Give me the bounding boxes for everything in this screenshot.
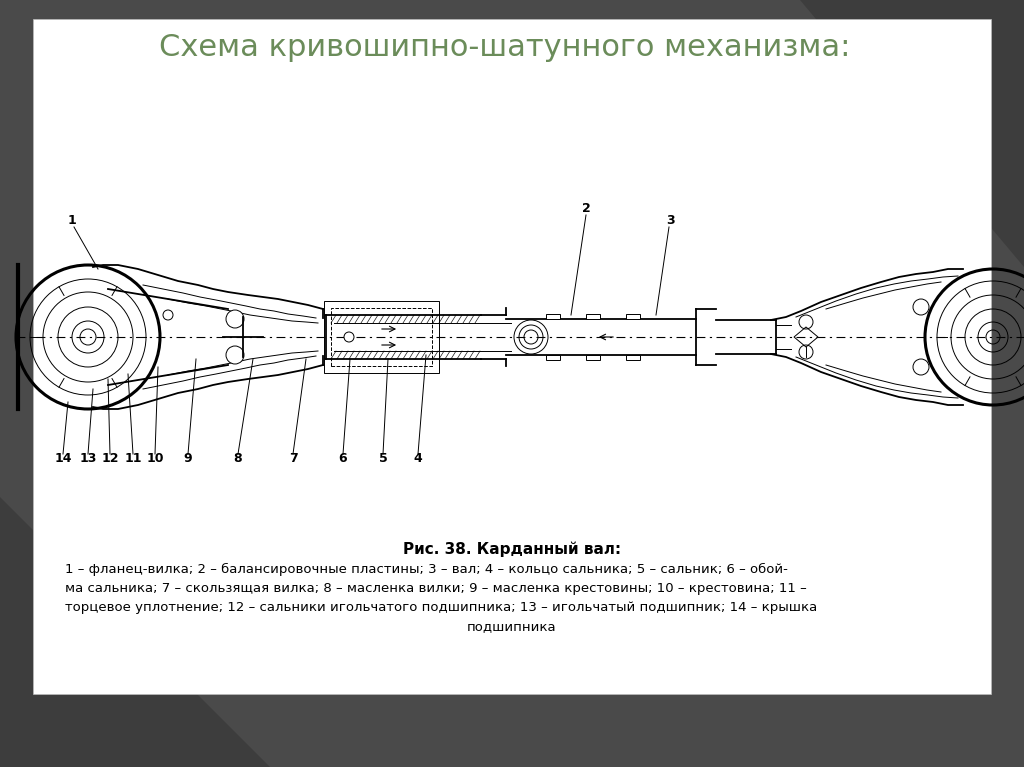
Text: 3: 3 xyxy=(666,214,675,227)
Text: 4: 4 xyxy=(414,452,422,465)
Circle shape xyxy=(226,310,244,328)
Circle shape xyxy=(913,299,929,315)
Polygon shape xyxy=(800,0,1024,267)
Circle shape xyxy=(913,359,929,375)
Bar xyxy=(546,355,560,360)
Bar xyxy=(586,314,600,319)
Text: 5: 5 xyxy=(379,452,387,465)
Text: 1: 1 xyxy=(68,214,77,227)
Text: Рис. 38. Карданный вал:: Рис. 38. Карданный вал: xyxy=(402,542,622,557)
Text: 6: 6 xyxy=(339,452,347,465)
Text: торцевое уплотнение; 12 – сальники игольчатого подшипника; 13 – игольчатый подши: торцевое уплотнение; 12 – сальники иголь… xyxy=(65,601,817,614)
Circle shape xyxy=(226,346,244,364)
Text: 10: 10 xyxy=(146,452,164,465)
Text: 12: 12 xyxy=(101,452,119,465)
Circle shape xyxy=(799,315,813,329)
Bar xyxy=(586,355,600,360)
Bar xyxy=(33,19,991,694)
Text: Схема кривошипно-шатунного механизма:: Схема кривошипно-шатунного механизма: xyxy=(160,32,851,61)
Text: 8: 8 xyxy=(233,452,243,465)
Bar xyxy=(626,314,640,319)
Text: 9: 9 xyxy=(183,452,193,465)
Text: 1 – фланец-вилка; 2 – балансировочные пластины; 3 – вал; 4 – кольцо сальника; 5 : 1 – фланец-вилка; 2 – балансировочные пл… xyxy=(65,563,787,576)
Polygon shape xyxy=(0,497,270,767)
Text: 11: 11 xyxy=(124,452,141,465)
Text: 7: 7 xyxy=(289,452,297,465)
Text: 14: 14 xyxy=(54,452,72,465)
Circle shape xyxy=(163,310,173,320)
Text: ма сальника; 7 – скользящая вилка; 8 – масленка вилки; 9 – масленка крестовины; : ма сальника; 7 – скользящая вилка; 8 – м… xyxy=(65,581,807,594)
Bar xyxy=(626,355,640,360)
Bar xyxy=(324,301,439,373)
Bar xyxy=(546,314,560,319)
Bar xyxy=(331,308,432,366)
Circle shape xyxy=(799,345,813,359)
Circle shape xyxy=(344,332,354,342)
Text: подшипника: подшипника xyxy=(467,620,557,633)
Text: 2: 2 xyxy=(582,202,591,215)
Text: 13: 13 xyxy=(79,452,96,465)
